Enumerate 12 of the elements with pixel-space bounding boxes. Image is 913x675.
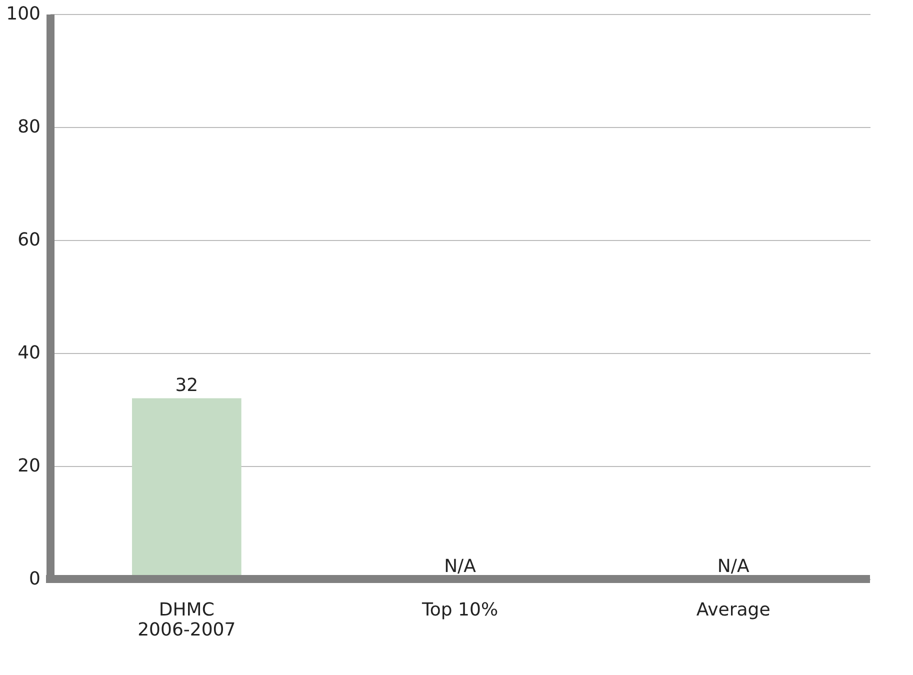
x-tick-label: DHMC 2006-2007 — [138, 600, 236, 640]
text: N/A — [444, 556, 476, 577]
x-tick-label: Average — [696, 600, 770, 620]
y-tick-label: 100 — [6, 4, 40, 24]
y-tick-label: 0 — [29, 568, 40, 590]
data-label: 32 — [175, 375, 198, 396]
y-tick-label: 20 — [18, 456, 40, 476]
y-tick-label: 40 — [18, 342, 40, 364]
y-tick-label: 60 — [18, 230, 40, 250]
y-tick-label: 80 — [18, 116, 40, 138]
text: N/A — [717, 556, 750, 577]
x-tick-label: Top 10% — [420, 600, 498, 620]
